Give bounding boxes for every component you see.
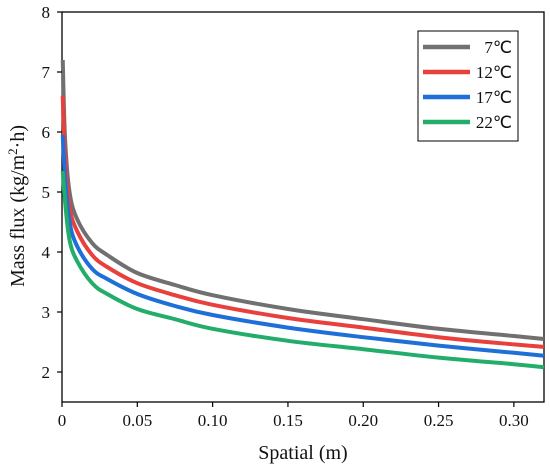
series-line-4	[60, 170, 545, 370]
x-tick-label: 0.05	[122, 411, 152, 430]
legend-label: 17℃	[476, 88, 512, 107]
y-axis-title-main: Mass flux (kg/m	[7, 154, 29, 287]
y-tick-label: 5	[42, 183, 51, 202]
series-line-2	[60, 95, 545, 349]
legend-label: 12℃	[476, 63, 512, 82]
x-tick-label: 0	[58, 411, 67, 430]
x-tick-label: 0.20	[348, 411, 378, 430]
y-axis-title-superscript: 2	[5, 148, 20, 155]
legend-label: 22℃	[476, 113, 512, 132]
y-tick-label: 7	[42, 63, 51, 82]
x-tick-label: 0.25	[424, 411, 454, 430]
legend-label: 7℃	[484, 38, 512, 57]
y-tick-label: 8	[42, 3, 51, 22]
x-axis-title: Spatial (m)	[258, 442, 347, 464]
series-line-3	[60, 134, 545, 358]
x-tick-label: 0.10	[198, 411, 228, 430]
y-axis-title: Mass flux (kg/m2·h)	[5, 125, 29, 287]
y-tick-label: 4	[42, 243, 51, 262]
y-axis-title-tail: ·h)	[7, 125, 29, 148]
y-tick-label: 3	[42, 303, 51, 322]
y-tick-label: 6	[42, 123, 51, 142]
y-tick-label: 2	[42, 363, 51, 382]
x-tick-label: 0.30	[499, 411, 529, 430]
x-tick-label: 0.15	[273, 411, 303, 430]
plot-frame	[61, 11, 545, 403]
